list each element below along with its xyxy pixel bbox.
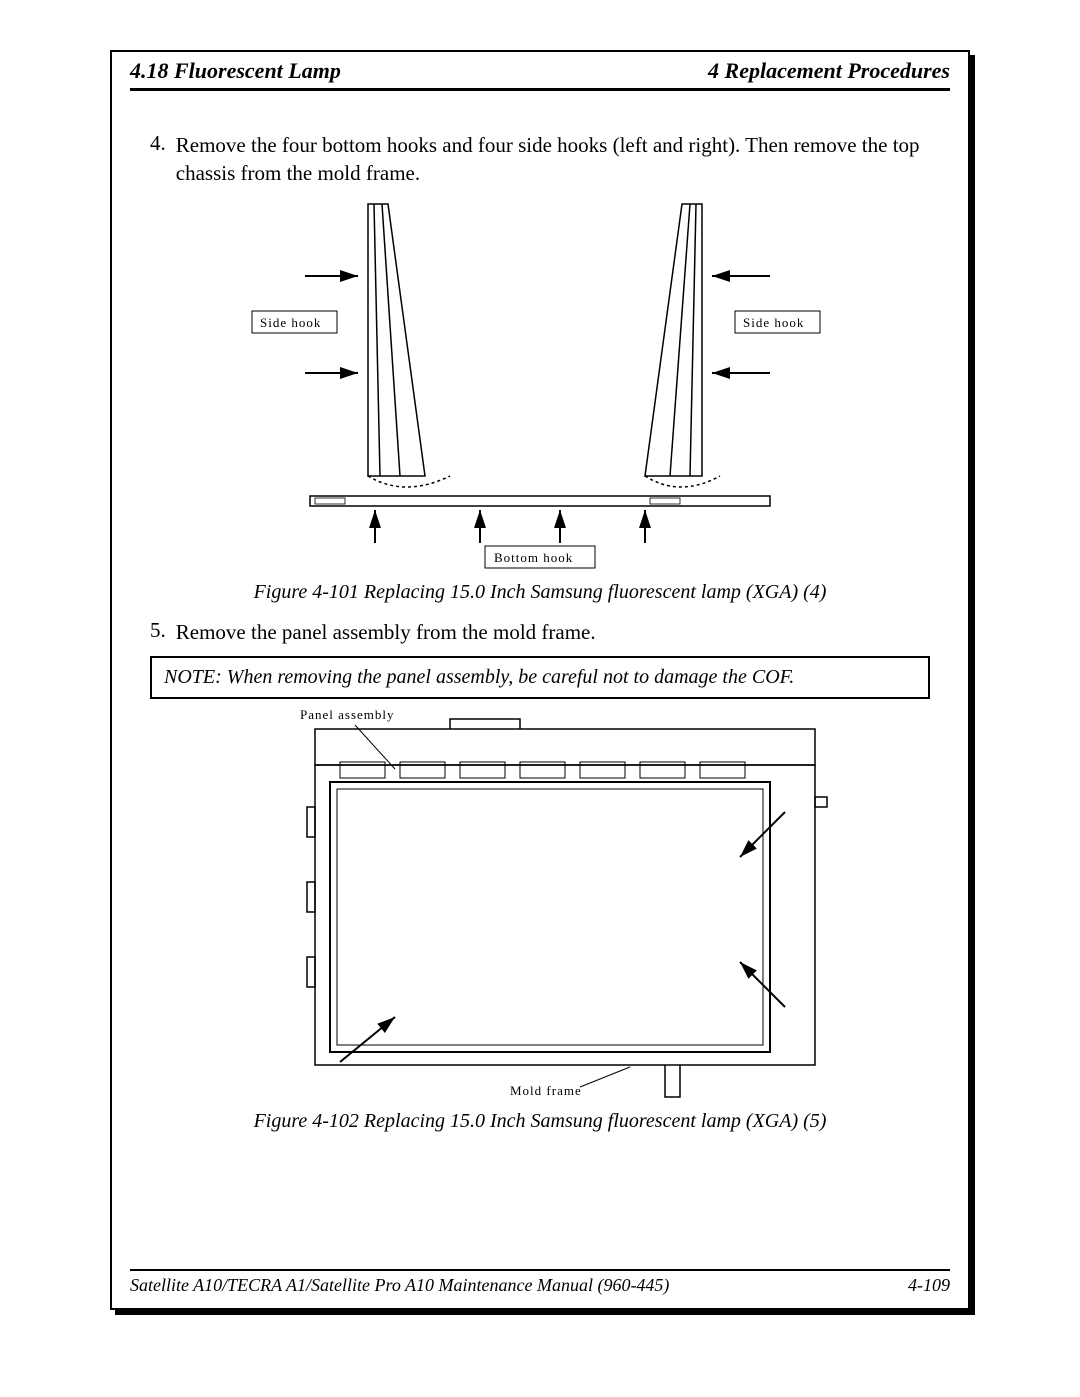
side-hook-label-right: Side hook	[743, 315, 804, 330]
figure-102-caption: Figure 4-102 Replacing 15.0 Inch Samsung…	[150, 1110, 930, 1133]
header-left: 4.18 Fluorescent Lamp	[130, 58, 341, 84]
note-box: NOTE: When removing the panel assembly, …	[150, 656, 930, 699]
step-4-number: 4.	[150, 131, 166, 188]
side-hook-label-left: Side hook	[260, 315, 321, 330]
bottom-hook-label: Bottom hook	[494, 550, 573, 565]
note-text: NOTE: When removing the panel assembly, …	[164, 666, 794, 688]
step-5: 5. Remove the panel assembly from the mo…	[150, 618, 930, 646]
step-5-text: Remove the panel assembly from the mold …	[176, 618, 930, 646]
step-4-text: Remove the four bottom hooks and four si…	[176, 131, 930, 188]
step-4: 4. Remove the four bottom hooks and four…	[150, 131, 930, 188]
figure-102-diagram: Panel assembly	[220, 707, 860, 1102]
content-area: 4. Remove the four bottom hooks and four…	[112, 91, 968, 1133]
page-header: 4.18 Fluorescent Lamp 4 Replacement Proc…	[112, 52, 968, 84]
mold-frame-label: Mold frame	[510, 1083, 582, 1098]
panel-assembly-label: Panel assembly	[300, 707, 395, 722]
page-footer: Satellite A10/TECRA A1/Satellite Pro A10…	[130, 1269, 950, 1296]
page-frame: 4.18 Fluorescent Lamp 4 Replacement Proc…	[110, 50, 970, 1310]
step-5-number: 5.	[150, 618, 166, 646]
figure-101-caption: Figure 4-101 Replacing 15.0 Inch Samsung…	[150, 581, 930, 604]
footer-left: Satellite A10/TECRA A1/Satellite Pro A10…	[130, 1275, 669, 1296]
footer-right: 4-109	[908, 1275, 950, 1296]
header-right: 4 Replacement Procedures	[708, 58, 950, 84]
figure-101-diagram: Side hook Side hook Bottom hook	[250, 198, 830, 573]
